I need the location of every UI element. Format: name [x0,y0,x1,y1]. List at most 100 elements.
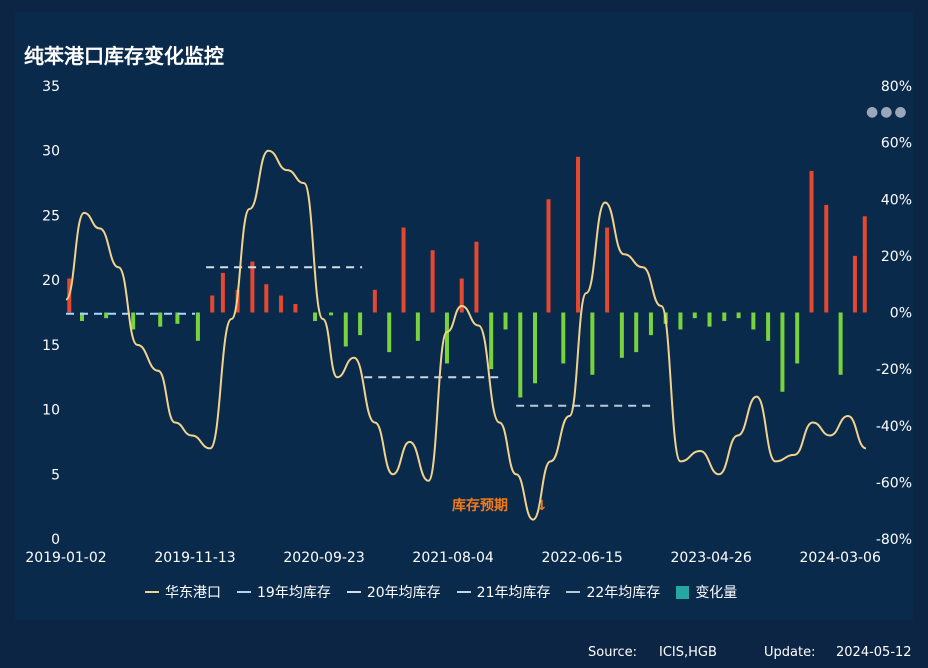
x-tick-label: 2023-04-26 [670,550,751,566]
change-bar [503,312,508,330]
change-bar [175,312,180,324]
page-title: 纯苯港口库存变化监控 [24,44,224,68]
inventory-line-layer [65,149,867,521]
change-bar [546,199,551,313]
legend-box-icon [676,585,690,599]
change-bar [372,289,377,313]
change-bar [862,216,867,313]
change-bar [250,261,255,313]
legend-item[interactable]: 19年均库存 [237,582,331,602]
change-bar [343,312,348,347]
forecast-annotation: 库存预期 [452,497,508,514]
average-lines [66,266,656,407]
legend: 华东港口 19年均库存 20年均库存 21年均库存 22年均库存 变化量 [145,582,737,602]
change-bar [766,312,771,341]
change-bar [430,250,435,313]
change-bar [104,312,109,319]
legend-item[interactable]: 22年均库存 [566,582,660,602]
source-value: ICIS,HGB [659,645,717,660]
y-right-tick-label: 40% [881,192,912,208]
change-bar [293,304,298,313]
change-bar [692,312,697,319]
legend-label: 22年均库存 [586,585,661,601]
change-bar [415,312,420,341]
change-bar [561,312,566,364]
change-bar [751,312,756,330]
change-bar [605,227,610,313]
change-bar [736,312,741,319]
change-bar [195,312,200,341]
change-bar [852,255,857,313]
change-bar [264,284,269,313]
change-bar [780,312,785,392]
change-bar [387,312,392,353]
change-bar [158,312,163,327]
legend-label: 20年均库存 [366,585,441,601]
y-left-tick-label: 5 [51,467,60,483]
legend-line-icon [456,591,471,593]
change-bar [474,241,479,313]
x-tick-label: 2024-03-06 [800,550,881,566]
y-left-tick-label: 10 [42,403,60,419]
change-bar [131,312,136,330]
x-tick-label: 2019-11-13 [154,550,235,566]
source-label: Source: [588,645,638,660]
x-tick-label: 2019-01-02 [25,550,106,566]
y-left-tick-label: 15 [42,338,60,354]
change-bar [809,170,814,313]
change-bar [518,312,523,398]
legend-label: 变化量 [695,585,738,601]
x-axis: 2019-01-02 2019-11-13 2020-09-23 2021-08-04… [25,550,881,566]
update-label: Update: [764,645,816,660]
legend-item[interactable]: 20年均库存 [346,582,441,602]
more-dots-icon[interactable]: ●●● [866,104,909,120]
change-bar [329,312,334,316]
change-bar [279,295,284,313]
change-bar [533,312,538,384]
y-left-tick-label: 30 [42,144,60,160]
change-bar [634,312,639,353]
change-bars [67,156,867,398]
change-bar [648,312,653,336]
y-right-tick-label: -60% [876,475,912,491]
legend-label: 21年均库存 [476,585,551,601]
legend-item[interactable]: 华东港口 [145,582,221,602]
change-bar [459,278,464,313]
change-bar [838,312,843,375]
y-right-tick-label: -80% [876,532,912,548]
y-left-tick-label: 25 [42,208,60,224]
y-right-tick-label: -40% [876,419,912,435]
legend-item[interactable]: 变化量 [676,582,737,602]
change-bar [358,312,363,336]
change-bar [401,227,406,313]
change-bar [576,156,581,313]
legend-line-icon [346,591,361,593]
change-bar [313,312,318,321]
change-bar [678,312,683,330]
legend-item[interactable]: 21年均库存 [456,582,551,602]
chart-panel [15,12,913,620]
y-axis-right: 80% 60% 40% 20% 0% -20% -40% -60% -80% [876,79,912,548]
change-bar [795,312,800,364]
x-tick-label: 2020-09-23 [283,550,364,566]
change-bar [79,312,84,321]
legend-line-icon [237,591,251,593]
y-right-tick-label: 80% [881,79,912,95]
update-value: 2024-05-12 [836,645,912,660]
change-bar [210,295,215,313]
y-left-tick-label: 35 [42,79,60,95]
inventory-line [65,149,867,521]
x-tick-label: 2021-08-04 [412,550,493,566]
change-bar [444,312,449,364]
change-bar [619,312,624,358]
x-tick-label: 2022-06-15 [541,550,622,566]
y-axis-left: 0 5 10 15 20 25 30 35 [42,79,60,548]
y-right-tick-label: -20% [876,362,912,378]
y-right-tick-label: 0% [890,306,912,322]
legend-line-icon [145,591,159,593]
change-bar [824,204,829,313]
change-bar [590,312,595,375]
y-left-tick-label: 20 [42,273,60,289]
change-bar [489,312,494,370]
